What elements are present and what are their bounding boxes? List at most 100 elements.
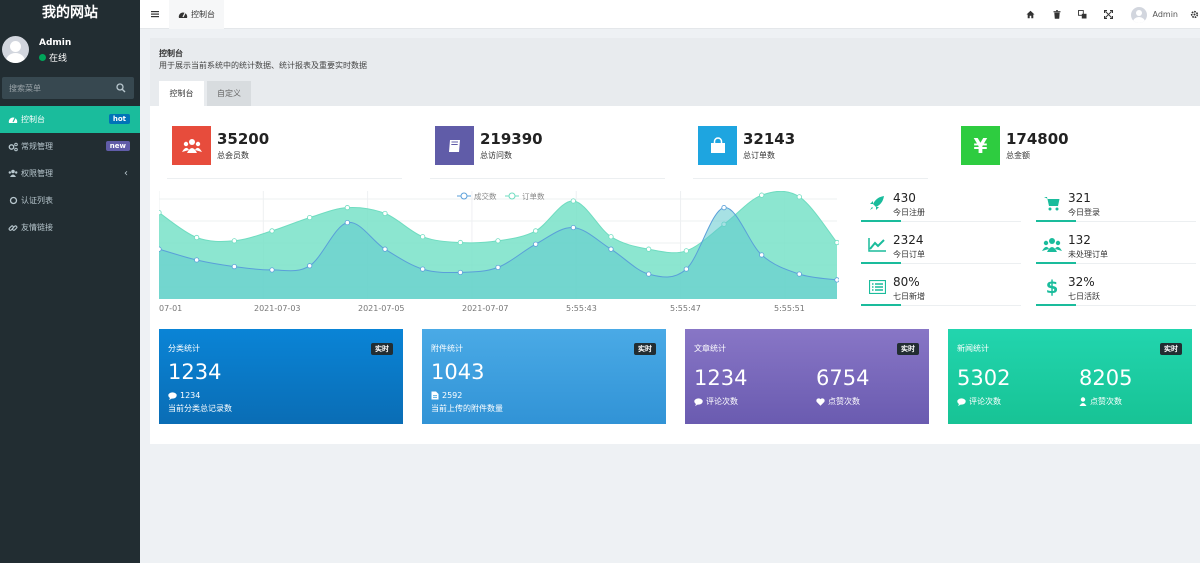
data-point <box>420 234 426 240</box>
sidebar-item-auth-list[interactable]: 认证列表 <box>0 187 140 214</box>
x-tick-label: 5:55:47 <box>670 304 701 313</box>
hot-badge: hot <box>108 114 130 124</box>
mini-stat-logins: 321 今日登录 <box>1036 191 1196 231</box>
search-icon[interactable] <box>116 83 126 93</box>
card-value: 1043 <box>431 360 485 384</box>
sidebar-item-general[interactable]: 常规管理 new <box>0 133 140 160</box>
stat-label: 总会员数 <box>217 151 249 160</box>
tab-label: 控制台 <box>191 10 215 19</box>
user-name: Admin <box>39 38 72 48</box>
user-status-label: 在线 <box>49 54 68 64</box>
card-sub-right: 点赞次数 <box>1079 396 1122 407</box>
yen-icon: ¥ <box>961 126 1000 165</box>
sidebar-item-links[interactable]: 友情链接 <box>0 214 140 241</box>
data-point <box>344 219 350 226</box>
realtime-tag: 实时 <box>634 343 656 355</box>
tab-dashboard-panel[interactable]: 控制台 <box>159 81 204 106</box>
data-point <box>683 266 689 272</box>
trash-icon[interactable] <box>1044 0 1070 29</box>
cogs-icon <box>8 142 18 152</box>
data-point <box>608 234 614 240</box>
card-sub-label: 点赞次数 <box>1090 397 1122 406</box>
realtime-tag: 实时 <box>371 343 393 355</box>
stat-label: 总金额 <box>1006 151 1030 160</box>
mini-stat-weekly-active: $ 32% 七日活跃 <box>1036 275 1196 315</box>
data-point <box>721 205 727 211</box>
page-title: 控制台 <box>159 49 183 58</box>
user-icon <box>1079 397 1087 406</box>
mini-stat-bar <box>1036 304 1076 306</box>
mini-stat-track <box>901 221 1021 222</box>
data-point <box>533 241 539 247</box>
mini-stat-track <box>1076 263 1196 264</box>
x-tick-label: 5:55:51 <box>774 304 805 313</box>
card-article-stats[interactable]: 文章统计 实时 1234 6754 评论次数 点赞次数 <box>685 329 929 424</box>
new-badge: new <box>105 141 130 151</box>
series-area-deals <box>159 207 837 299</box>
list-alt-icon <box>867 278 887 296</box>
card-value-right: 8205 <box>1079 366 1133 390</box>
site-logo[interactable]: 我的网站 <box>0 0 140 29</box>
card-news-stats[interactable]: 新闻统计 实时 5302 8205 评论次数 点赞次数 <box>948 329 1192 424</box>
data-point <box>834 239 839 246</box>
mini-stat-bar <box>861 304 901 306</box>
mini-stat-label: 今日登录 <box>1068 208 1100 217</box>
data-point <box>159 246 162 252</box>
menu-toggle-icon[interactable] <box>150 9 160 19</box>
data-point <box>608 246 614 252</box>
stat-divider <box>430 178 665 179</box>
chevron-left-icon: ‹ <box>124 168 128 179</box>
x-tick-label: 07-01 <box>159 304 182 313</box>
card-value-left: 5302 <box>957 366 1011 390</box>
data-point <box>796 194 802 200</box>
trend-area-chart: 07-01 2021-07-03 2021-07-05 2021-07-07 5:55:… <box>159 191 839 313</box>
sidebar-menu: 控制台 hot 常规管理 new 权限管理 ‹ 认证列表 友情链接 <box>0 106 140 241</box>
user-avatar <box>2 36 29 63</box>
data-point <box>495 238 501 244</box>
sidebar-item-dashboard[interactable]: 控制台 hot <box>0 106 140 133</box>
rocket-icon <box>867 194 887 212</box>
translate-icon[interactable] <box>1070 0 1096 29</box>
heart-icon <box>816 397 825 406</box>
legend-label: 成交数 <box>474 191 497 201</box>
sidebar-item-permissions[interactable]: 权限管理 ‹ <box>0 160 140 187</box>
header-avatar[interactable] <box>1130 6 1147 23</box>
stat-divider <box>693 178 928 179</box>
tab-custom[interactable]: 自定义 <box>207 81 251 106</box>
comment-icon <box>694 397 703 406</box>
card-sub-right: 点赞次数 <box>816 396 860 407</box>
x-tick-label: 2021-07-05 <box>358 304 405 313</box>
fullscreen-icon[interactable] <box>1096 0 1122 29</box>
mini-stat-registrations: 430 今日注册 <box>861 191 1021 231</box>
card-value: 1234 <box>168 360 222 384</box>
card-attachment-stats[interactable]: 附件统计 实时 1043 2592 当前上传的附件数量 <box>422 329 666 424</box>
mini-stat-bar <box>861 262 901 264</box>
stat-label: 总订单数 <box>743 151 775 160</box>
menu-search-input[interactable] <box>2 77 110 99</box>
data-point <box>646 271 652 277</box>
sidebar-item-label: 友情链接 <box>21 223 53 232</box>
card-sub-value: 2592 <box>442 391 463 400</box>
mini-stat-pending-orders: 132 未处理订单 <box>1036 233 1196 273</box>
cart-icon <box>1042 194 1062 212</box>
mini-stat-value: 2324 <box>893 233 924 247</box>
x-tick-label: 2021-07-07 <box>462 304 509 313</box>
data-point <box>307 214 313 221</box>
data-point <box>570 198 576 204</box>
user-panel: Admin 在线 <box>0 29 140 74</box>
sidebar-item-label: 权限管理 <box>21 169 53 178</box>
data-point <box>344 205 350 211</box>
card-category-stats[interactable]: 分类统计 实时 1234 1234 当前分类总记录数 <box>159 329 403 424</box>
home-icon[interactable] <box>1018 0 1044 29</box>
top-header: 控制台 Admin <box>140 0 1200 29</box>
stat-value: 35200 <box>217 130 270 148</box>
settings-icon[interactable] <box>1188 0 1200 29</box>
stat-members: 35200 总会员数 <box>167 126 412 182</box>
online-dot-icon <box>39 54 46 61</box>
tab-dashboard[interactable]: 控制台 <box>169 0 224 29</box>
mini-stat-track <box>901 263 1021 264</box>
legend-marker <box>508 192 516 200</box>
header-user-name[interactable]: Admin <box>1152 10 1179 19</box>
mini-stat-track <box>1076 221 1196 222</box>
mini-stat-value: 32% <box>1068 275 1095 289</box>
